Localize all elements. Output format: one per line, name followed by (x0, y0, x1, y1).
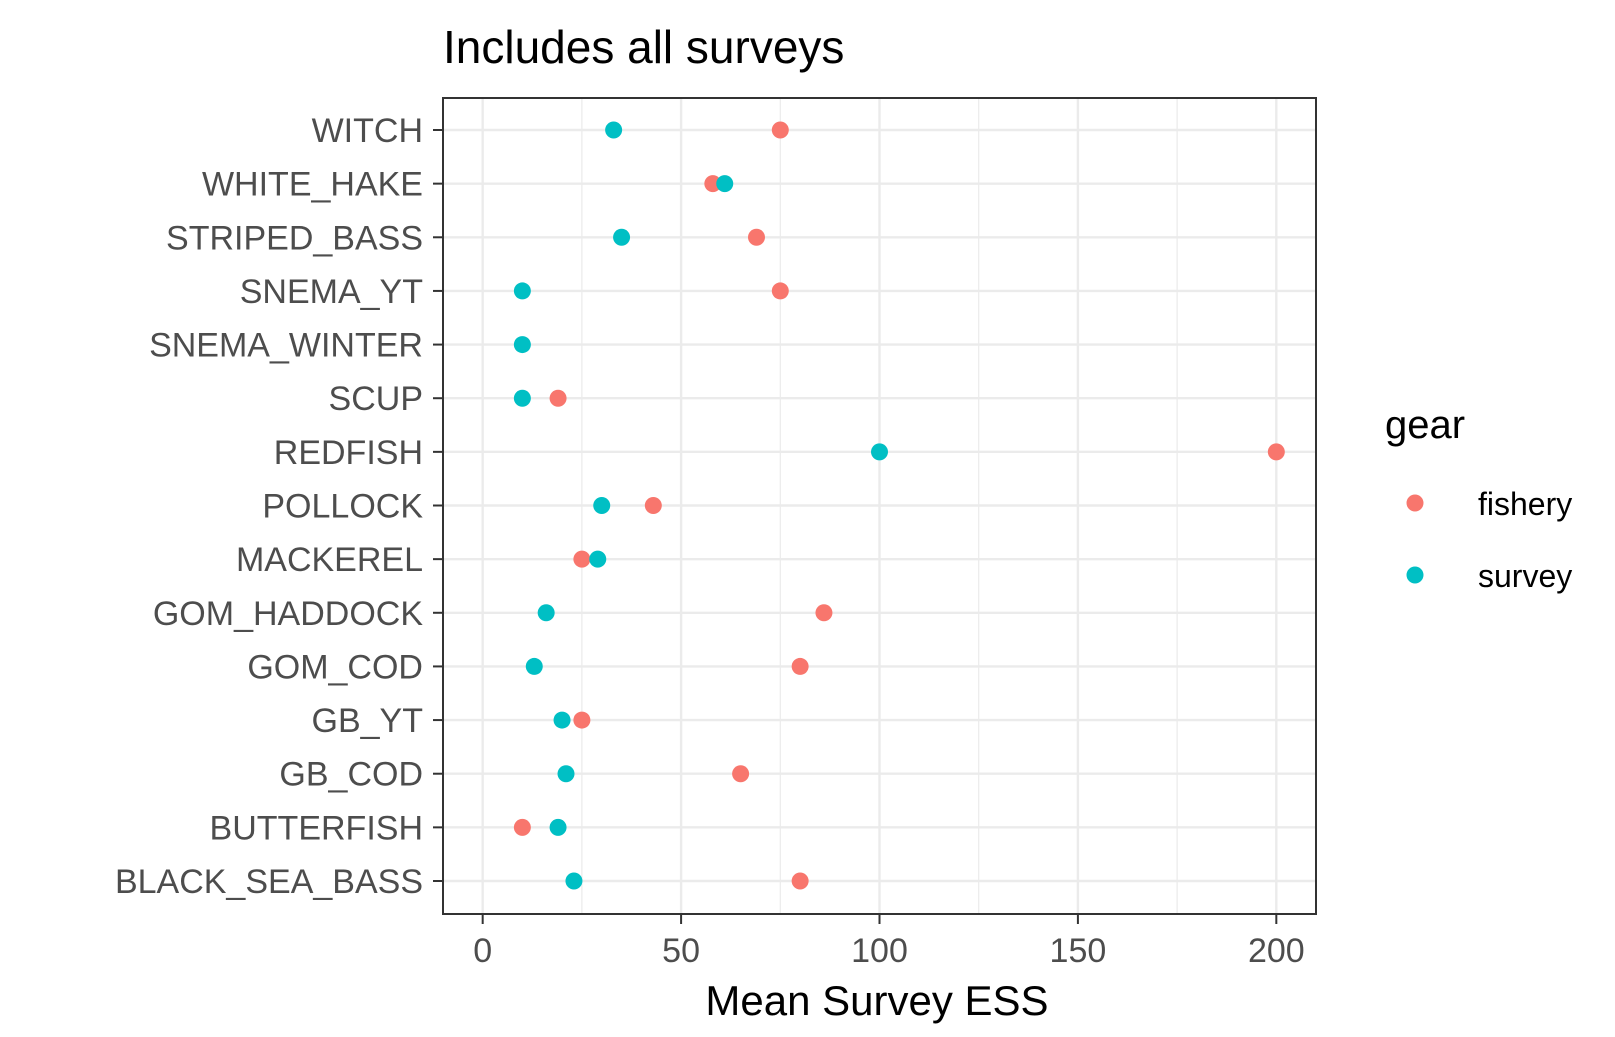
data-point-fishery (644, 497, 662, 514)
data-point-survey (565, 872, 583, 890)
data-point-fishery (747, 228, 765, 246)
data-point-survey (553, 711, 571, 729)
data-point-survey (513, 282, 531, 300)
y-tick-label: STRIPED_BASS (166, 219, 423, 257)
y-tick-label: GB_COD (279, 756, 423, 794)
x-tick-label: 150 (1050, 932, 1107, 970)
x-tick-label: 100 (851, 932, 908, 970)
y-tick-label: GB_YT (312, 702, 423, 740)
y-tick-label: WHITE_HAKE (202, 166, 423, 204)
data-point-fishery (771, 282, 789, 300)
x-axis-title: Mean Survey ESS (705, 977, 1048, 1024)
data-point-fishery (513, 818, 531, 836)
data-point-survey (593, 497, 611, 514)
y-tick-label: REDFISH (274, 434, 423, 472)
legend-items: fishery survey (1406, 486, 1572, 594)
y-tick-label: GOM_COD (247, 648, 423, 686)
plot-area: WITCH WHITE_HAKE STRIPED_BASS SNEMA_YT SNEMA… (115, 97, 1317, 970)
y-tick-label: BLACK_SEA_BASS (115, 863, 423, 901)
legend-title: gear (1385, 403, 1465, 447)
y-tick-label: MACKEREL (236, 541, 423, 579)
data-point-survey (871, 443, 888, 461)
data-point-survey (525, 657, 543, 675)
y-tick-label: WITCH (312, 112, 423, 150)
y-tick-label: GOM_HADDOCK (153, 595, 423, 633)
data-point-survey (589, 550, 607, 568)
data-point-fishery (791, 657, 809, 675)
data-point-survey (605, 121, 623, 139)
data-point-fishery (771, 121, 789, 139)
legend-key-survey (1406, 566, 1424, 584)
data-point-fishery (732, 765, 750, 783)
data-point-survey (513, 336, 531, 354)
data-point-survey (716, 175, 734, 193)
data-point-survey (549, 818, 567, 836)
data-point-fishery (573, 711, 591, 729)
data-point-survey (557, 765, 575, 783)
legend: gear fishery survey (1385, 403, 1572, 594)
data-point-survey (537, 604, 555, 622)
y-tick-label: BUTTERFISH (210, 809, 423, 847)
data-point-survey (613, 228, 631, 246)
data-point-fishery (1267, 443, 1285, 461)
legend-label-fishery: fishery (1478, 486, 1572, 522)
data-point-fishery (704, 175, 722, 193)
data-point-survey (513, 389, 531, 407)
data-point-fishery (791, 872, 809, 890)
x-tick-label: 200 (1248, 932, 1305, 970)
y-tick-label: SNEMA_YT (240, 273, 423, 311)
y-tick-label: POLLOCK (262, 488, 423, 526)
data-point-fishery (573, 550, 591, 568)
data-point-fishery (549, 389, 567, 407)
x-tick-label: 50 (662, 932, 700, 970)
y-tick-label: SCUP (329, 380, 423, 418)
x-tick-label: 0 (473, 932, 492, 970)
data-point-fishery (815, 604, 833, 622)
y-tick-label: SNEMA_WINTER (149, 327, 423, 365)
legend-label-survey: survey (1478, 558, 1572, 594)
legend-key-fishery (1406, 494, 1424, 512)
chart-title: Includes all surveys (443, 21, 844, 73)
